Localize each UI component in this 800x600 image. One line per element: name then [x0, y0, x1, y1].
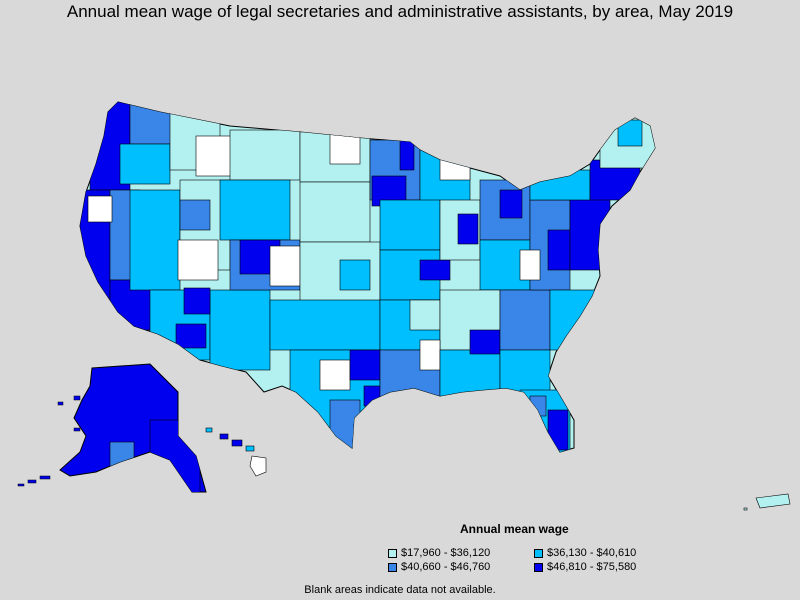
- puerto-rico-region: [743, 493, 791, 511]
- legend-swatch: [388, 562, 397, 572]
- legend-item-4: $46,810 - $75,580: [534, 561, 636, 573]
- legend-item-3: $40,660 - $46,760: [388, 561, 490, 573]
- legend-label: $17,960 - $36,120: [401, 547, 491, 559]
- legend-swatch: [388, 548, 397, 558]
- legend-title: Annual mean wage: [460, 522, 569, 536]
- legend-item-1: $17,960 - $36,120: [388, 547, 490, 559]
- legend-label: $36,130 - $40,610: [547, 547, 637, 559]
- legend-label: $46,810 - $75,580: [547, 561, 637, 573]
- legend-swatch: [534, 548, 543, 558]
- map-title: Annual mean wage of legal secretaries an…: [66, 2, 734, 21]
- legend-swatch: [534, 562, 543, 572]
- legend-item-2: $36,130 - $40,610: [534, 547, 636, 559]
- hawaii-region: [205, 427, 267, 477]
- alaska-region: [17, 363, 207, 493]
- no-data-note: Blank areas indicate data not available.: [304, 584, 496, 596]
- legend-label: $40,660 - $46,760: [401, 561, 491, 573]
